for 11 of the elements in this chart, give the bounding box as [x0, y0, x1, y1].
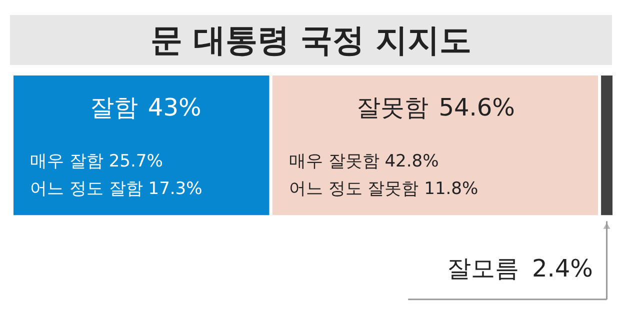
annotation: 어느 정도 잘못함 11.8%: [288, 179, 478, 199]
series-label: 잘함: [90, 94, 138, 122]
data-label: 43%: [148, 94, 202, 122]
annotation: 매우 잘함 25.7%: [30, 151, 163, 172]
annotation: 어느 정도 잘함 17.3%: [30, 179, 202, 199]
data-label: 54.6%: [438, 94, 515, 122]
text: 잘모름: [446, 254, 519, 282]
chart-title: 문 대통령 국정 지지도: [10, 15, 612, 65]
data-label: 2.4%: [532, 254, 593, 282]
series-label: 잘못함: [356, 94, 429, 122]
annotation: 매우 잘못함 42.8%: [288, 151, 439, 172]
